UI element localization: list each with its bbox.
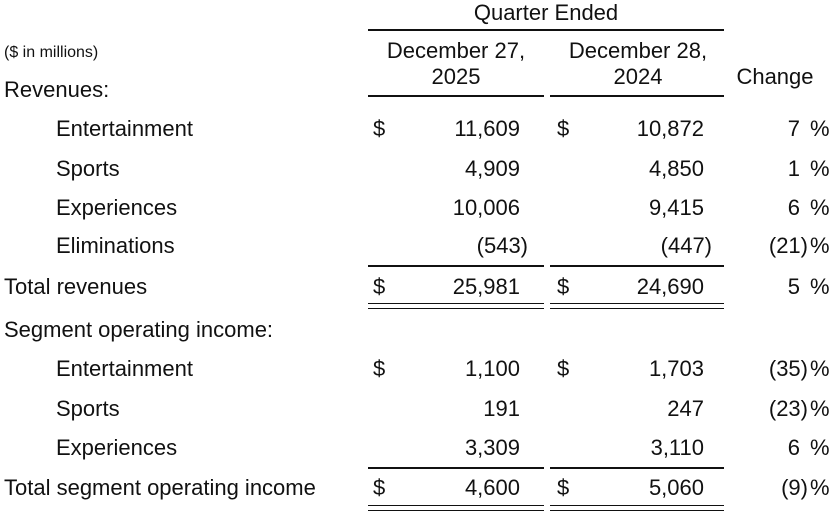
header-rule xyxy=(368,29,724,31)
value-2024: 5,060 xyxy=(648,475,704,500)
col2-header-line2: 2024 xyxy=(613,64,663,89)
col1-header-line2: 2025 xyxy=(431,64,481,89)
total-double-rule-col2-a xyxy=(550,303,724,304)
value-2024: 4,850 xyxy=(648,156,704,181)
dollar-sign: $ xyxy=(557,116,570,141)
total-double-rule-col1-b xyxy=(368,510,544,511)
value-2024: 3,110 xyxy=(650,435,704,460)
row-label: Entertainment xyxy=(56,116,193,141)
percent-sign: % xyxy=(810,396,830,421)
dollar-sign: $ xyxy=(373,116,386,141)
total-double-rule-col2-a xyxy=(550,505,724,506)
row-label: Entertainment xyxy=(56,356,193,381)
dollar-sign: $ xyxy=(557,274,570,299)
percent-sign: % xyxy=(810,156,830,181)
percent-sign: % xyxy=(810,435,830,460)
total-double-rule-col1-b xyxy=(368,308,544,309)
percent-sign: % xyxy=(810,233,830,258)
total-revenues-label: Total revenues xyxy=(4,274,148,299)
change-value: (9) xyxy=(781,475,808,500)
change-value: (35) xyxy=(768,356,808,381)
row-label: Eliminations xyxy=(56,233,175,258)
total-double-rule-col2-b xyxy=(550,308,724,309)
change-header: Change xyxy=(736,64,814,89)
dollar-sign: $ xyxy=(373,274,386,299)
value-2025: 11,609 xyxy=(454,116,520,141)
value-2025: 4,600 xyxy=(464,475,520,500)
value-2025: 1,100 xyxy=(464,356,520,381)
row-label: Sports xyxy=(56,396,120,421)
dollar-sign: $ xyxy=(373,356,386,381)
col1-header-underline xyxy=(368,95,544,97)
change-value: 6 xyxy=(787,435,800,460)
revenues-section-label: Revenues: xyxy=(4,77,110,102)
value-2025: (543) xyxy=(476,233,528,258)
value-2025: 25,981 xyxy=(452,274,520,299)
value-2025: 191 xyxy=(483,396,520,421)
value-2024: 24,690 xyxy=(636,274,704,299)
percent-sign: % xyxy=(810,356,830,381)
row-label: Experiences xyxy=(56,195,178,220)
dollar-sign: $ xyxy=(557,356,570,381)
col2-header-underline xyxy=(550,95,724,97)
percent-sign: % xyxy=(810,274,830,299)
total-double-rule-col1-a xyxy=(368,303,544,304)
change-value: 7 xyxy=(787,116,800,141)
dollar-sign: $ xyxy=(373,475,386,500)
quarter-ended-header: Quarter Ended xyxy=(473,0,619,25)
value-2024: 247 xyxy=(667,396,704,421)
col2-header-line1: December 28, xyxy=(568,38,708,63)
units-note: ($ in millions) xyxy=(4,44,99,61)
value-2024: 1,703 xyxy=(648,356,704,381)
dollar-sign: $ xyxy=(557,475,570,500)
subtotal-rule-col1 xyxy=(368,265,544,267)
subtotal-rule-col1 xyxy=(368,467,544,469)
value-2025: 10,006 xyxy=(452,195,520,220)
segment-section-label: Segment operating income: xyxy=(4,317,274,342)
change-value: (21) xyxy=(768,233,808,258)
percent-sign: % xyxy=(810,475,830,500)
change-value: 6 xyxy=(787,195,800,220)
percent-sign: % xyxy=(810,116,830,141)
row-label: Sports xyxy=(56,156,120,181)
total-segment-income-label: Total segment operating income xyxy=(4,475,316,500)
total-double-rule-col2-b xyxy=(550,510,724,511)
value-2024: 9,415 xyxy=(648,195,704,220)
total-double-rule-col1-a xyxy=(368,505,544,506)
subtotal-rule-col2 xyxy=(550,467,724,469)
percent-sign: % xyxy=(810,195,830,220)
change-value: (23) xyxy=(768,396,808,421)
value-2025: 4,909 xyxy=(464,156,520,181)
col1-header-line1: December 27, xyxy=(386,38,526,63)
subtotal-rule-col2 xyxy=(550,265,724,267)
change-value: 1 xyxy=(787,156,800,181)
value-2024: (447) xyxy=(660,233,712,258)
value-2024: 10,872 xyxy=(636,116,704,141)
row-label: Experiences xyxy=(56,435,178,460)
change-value: 5 xyxy=(787,274,800,299)
value-2025: 3,309 xyxy=(464,435,520,460)
